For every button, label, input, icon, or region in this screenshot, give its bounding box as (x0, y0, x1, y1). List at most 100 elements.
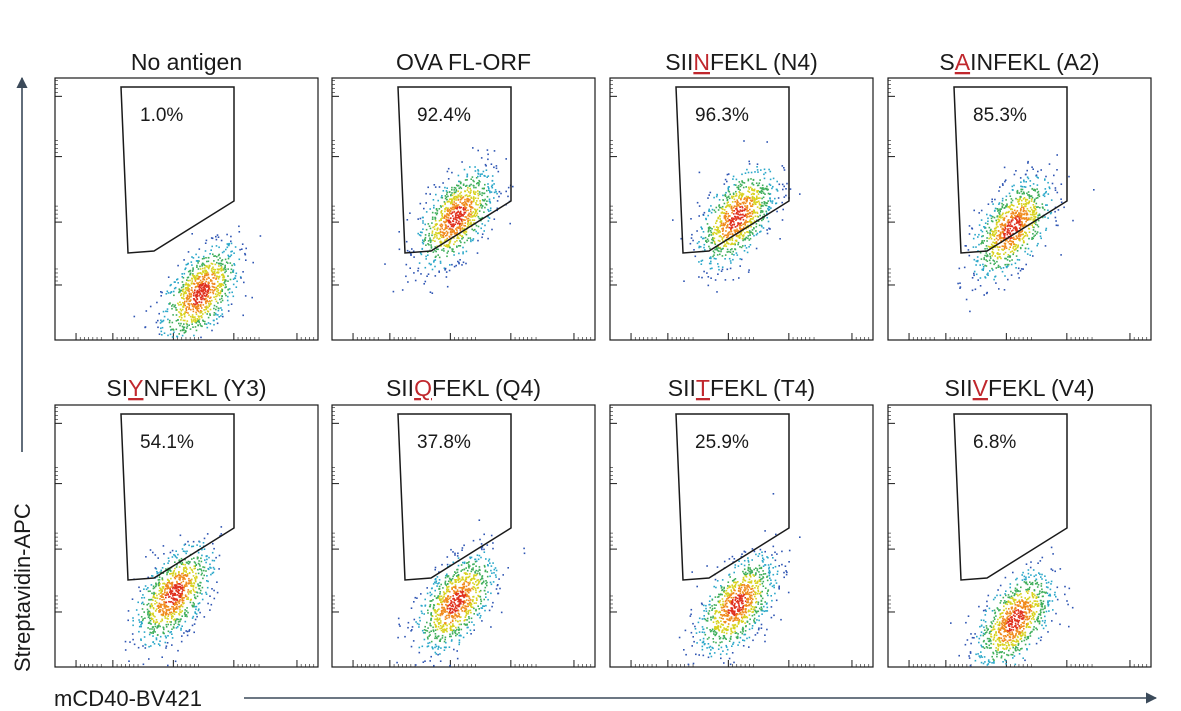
event-dot (753, 198, 755, 201)
event-dot (155, 585, 157, 588)
event-dot (168, 596, 170, 598)
event-dot (445, 218, 448, 221)
event-dot (1016, 219, 1018, 222)
event-dot (150, 617, 153, 619)
event-dot (214, 312, 217, 315)
event-dot (466, 197, 468, 200)
event-dot (209, 314, 211, 316)
event-dot (218, 268, 221, 271)
event-dot (1006, 263, 1008, 266)
event-dot (197, 286, 200, 288)
event-dot (410, 253, 412, 255)
event-dot (723, 245, 725, 247)
event-dot (161, 603, 163, 606)
event-dot (192, 540, 195, 543)
event-dot (456, 234, 459, 237)
event-dot (188, 324, 190, 326)
event-dot (993, 231, 995, 233)
event-dot (156, 301, 158, 304)
event-dot (181, 289, 184, 291)
event-dot (734, 200, 736, 203)
event-dot (441, 227, 443, 230)
event-dot (146, 608, 149, 611)
event-dot (707, 230, 710, 233)
event-dot (153, 594, 155, 597)
event-dot (181, 635, 183, 637)
event-dot (739, 203, 742, 205)
event-dot (1005, 199, 1007, 201)
event-dot (473, 215, 475, 217)
event-dot (751, 210, 753, 213)
event-dot (222, 274, 224, 276)
event-dot (992, 253, 994, 255)
event-dot (194, 578, 197, 580)
event-dot (212, 277, 214, 279)
event-dot (710, 262, 712, 265)
event-dot (997, 249, 1000, 251)
event-dot (410, 254, 412, 256)
event-dot (489, 202, 492, 204)
event-dot (1019, 221, 1021, 223)
event-dot (450, 228, 452, 231)
event-dot (1002, 249, 1004, 251)
event-dot (1001, 202, 1003, 205)
event-dot (206, 289, 209, 292)
event-dot (983, 294, 985, 296)
event-dot (696, 230, 698, 232)
event-dot (208, 287, 210, 290)
event-dot (722, 229, 725, 231)
event-dot (453, 201, 455, 203)
event-dot (189, 315, 192, 318)
event-dot (1056, 191, 1059, 194)
event-dot (488, 189, 490, 191)
event-dot (174, 554, 176, 557)
event-dot (457, 210, 459, 213)
event-dot (1015, 238, 1017, 240)
event-dot (470, 210, 472, 213)
event-dot (196, 289, 199, 292)
event-dot (152, 632, 154, 634)
panel-title: SIYNFEKL (Y3) (106, 375, 266, 401)
event-dot (719, 235, 722, 237)
event-dot (719, 253, 721, 256)
event-dot (481, 233, 484, 235)
event-dot (1014, 214, 1016, 217)
event-dot (1015, 197, 1017, 200)
event-dot (205, 286, 208, 288)
gate-polygon (953, 86, 1068, 254)
event-dot (1027, 202, 1030, 205)
event-dot (417, 232, 419, 235)
event-dot (436, 248, 438, 250)
event-dot (1022, 240, 1025, 242)
event-dot (991, 254, 993, 257)
event-dot (449, 221, 451, 223)
event-dot (187, 312, 189, 314)
event-dot (178, 614, 181, 616)
event-dot (194, 318, 197, 320)
event-dot (463, 572, 466, 574)
event-dot (177, 319, 179, 321)
event-dot (175, 589, 178, 592)
event-dot (158, 333, 161, 335)
event-dot (1026, 213, 1029, 216)
event-dot (1019, 177, 1022, 179)
event-dot (452, 226, 455, 228)
event-dot (213, 559, 216, 562)
title-segment: NFEKL (Y3) (143, 375, 266, 401)
event-dot (160, 295, 162, 297)
event-dot (750, 222, 752, 224)
event-dot (1011, 259, 1013, 261)
event-dot (202, 283, 204, 285)
event-dot (1026, 243, 1029, 245)
event-dot (1003, 234, 1005, 236)
event-dot (229, 278, 232, 281)
event-dot (139, 590, 142, 592)
event-dot (200, 569, 203, 572)
event-dot (988, 237, 990, 240)
event-dot (458, 262, 460, 265)
event-dot (448, 219, 451, 222)
event-dot (450, 202, 452, 205)
event-dot (199, 286, 201, 289)
event-dot (195, 313, 198, 316)
event-dot (151, 618, 153, 620)
